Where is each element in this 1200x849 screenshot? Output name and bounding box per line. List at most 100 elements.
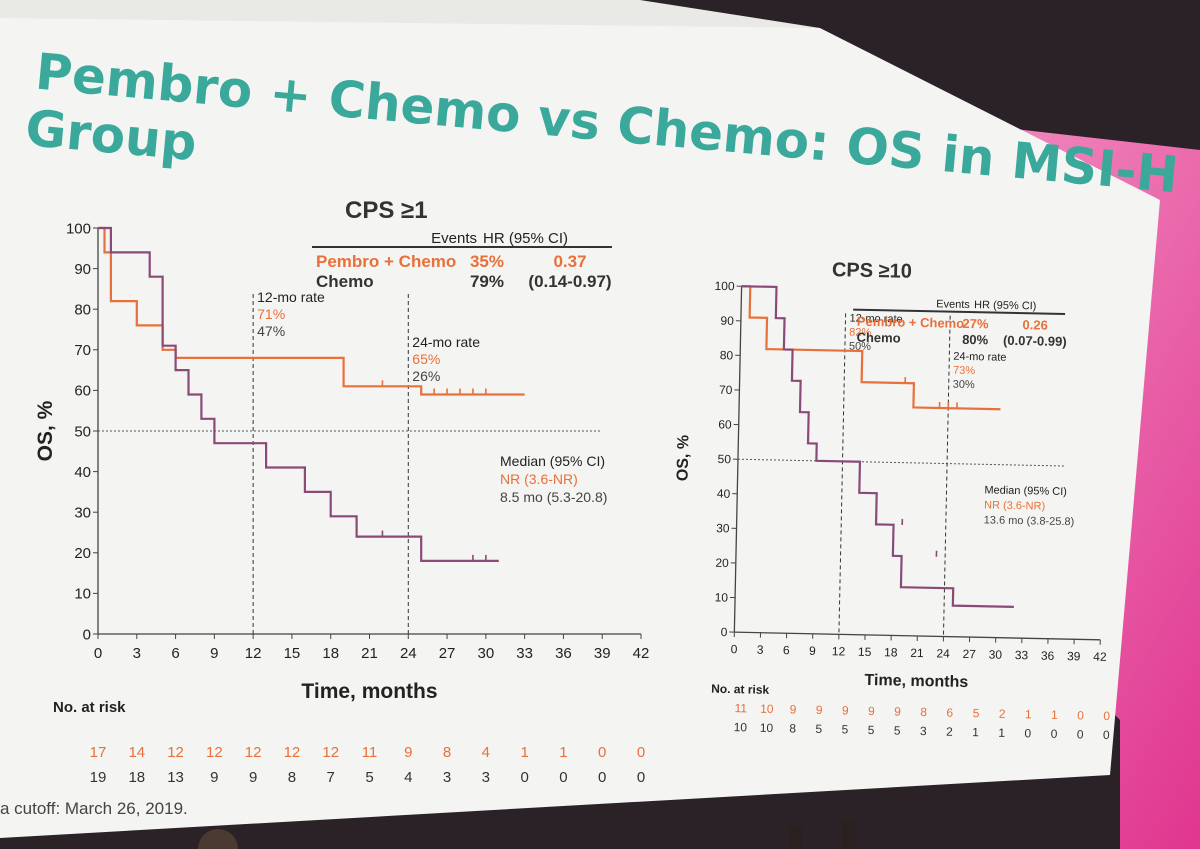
at-risk-chemo-count: 9	[249, 769, 257, 786]
median-pembro-value: NR (3.6-NR)	[500, 471, 578, 487]
at-risk-chemo-count: 3	[443, 769, 451, 786]
at-risk-chemo-count: 9	[210, 769, 218, 786]
at-risk-pembro-count: 12	[167, 744, 184, 761]
x-tick-label: 30	[989, 647, 1003, 661]
at-risk-chemo-count: 0	[1103, 728, 1110, 742]
legend-header-hr: HR (95% CI)	[483, 230, 568, 247]
audience-silhouette	[842, 822, 856, 849]
x-axis-label: Time, months	[864, 672, 968, 691]
slide-screen	[0, 0, 1160, 838]
rate-reference-line	[942, 315, 951, 637]
x-tick-label: 21	[910, 646, 924, 660]
x-tick-label: 42	[1093, 650, 1107, 664]
x-tick-label: 6	[783, 643, 790, 657]
y-tick-label: 80	[74, 301, 91, 318]
at-risk-chemo-count: 5	[868, 723, 875, 737]
at-risk-chemo-count: 3	[920, 724, 927, 738]
at-risk-pembro-count: 9	[404, 744, 412, 761]
x-tick-label: 15	[284, 645, 301, 662]
rate-chemo-value: 30%	[953, 379, 975, 391]
at-risk-chemo-count: 4	[404, 769, 412, 786]
at-risk-pembro-count: 9	[842, 703, 849, 717]
at-risk-chemo-count: 0	[1024, 726, 1031, 740]
y-tick-label: 10	[74, 586, 91, 603]
x-tick-label: 33	[516, 645, 533, 662]
x-tick-label: 39	[594, 645, 611, 662]
y-tick-label: 60	[718, 417, 732, 431]
y-tick-label: 60	[74, 383, 91, 400]
x-tick-label: 15	[858, 645, 872, 659]
legend-entry-name: Pembro + Chemo	[316, 252, 456, 271]
at-risk-chemo-count: 8	[288, 769, 296, 786]
audience-head	[198, 829, 238, 849]
y-tick-label: 0	[721, 625, 728, 639]
chart-title: CPS ≥1	[345, 197, 428, 224]
x-tick-label: 21	[361, 645, 378, 662]
at-risk-chemo-count: 10	[734, 720, 748, 734]
rate-pembro-value: 65%	[412, 351, 440, 367]
at-risk-chemo-count: 7	[327, 769, 335, 786]
x-tick-label: 0	[94, 645, 102, 662]
at-risk-pembro-count: 0	[598, 744, 606, 761]
series-line-chemo	[98, 226, 499, 562]
x-tick-label: 39	[1067, 649, 1081, 663]
x-tick-label: 24	[400, 645, 417, 662]
x-axis-label: Time, months	[301, 680, 437, 703]
at-risk-chemo-count: 5	[841, 722, 848, 736]
at-risk-pembro-count: 0	[1103, 709, 1110, 723]
at-risk-pembro-count: 9	[894, 705, 901, 719]
x-tick-label: 36	[555, 645, 572, 662]
rate-label: 12-mo rate	[257, 289, 325, 305]
at-risk-chemo-count: 1	[972, 725, 979, 739]
audience-silhouette	[790, 826, 802, 849]
median-label: Median (95% CI)	[500, 453, 605, 469]
at-risk-pembro-count: 9	[790, 702, 797, 716]
legend-entry-name: Pembro + Chemo	[857, 314, 965, 331]
x-tick-label: 9	[210, 645, 218, 662]
at-risk-chemo-count: 10	[760, 721, 774, 735]
legend-entry-hr: (0.14-0.97)	[528, 272, 611, 291]
legend-entry-events: 35%	[470, 252, 504, 271]
at-risk-chemo-count: 0	[559, 769, 567, 786]
legend-entry-hr: 0.26	[1022, 317, 1048, 333]
y-tick-label: 0	[83, 626, 91, 643]
x-tick-label: 24	[936, 646, 950, 660]
y-tick-label: 30	[74, 504, 91, 521]
at-risk-pembro-count: 1	[1025, 707, 1032, 721]
at-risk-chemo-count: 2	[946, 725, 953, 739]
median-label: Median (95% CI)	[984, 484, 1067, 498]
x-tick-label: 12	[832, 644, 846, 658]
at-risk-pembro-count: 12	[245, 744, 262, 761]
legend-entry-name: Chemo	[316, 272, 374, 291]
y-tick-label: 40	[74, 464, 91, 481]
at-risk-pembro-count: 1	[559, 744, 567, 761]
slide-top-shade	[0, 0, 820, 28]
y-tick-label: 70	[719, 383, 733, 397]
y-axis-label: OS, %	[675, 435, 693, 482]
legend-entry-name: Chemo	[856, 330, 900, 346]
y-tick-label: 80	[720, 348, 734, 362]
at-risk-pembro-count: 12	[322, 744, 339, 761]
at-risk-chemo-count: 0	[1077, 727, 1084, 741]
legend-entry-hr: 0.37	[553, 252, 586, 271]
at-risk-pembro-count: 11	[734, 701, 747, 715]
x-tick-label: 33	[1015, 648, 1029, 662]
at-risk-pembro-count: 8	[443, 744, 451, 761]
y-tick-label: 70	[74, 342, 91, 359]
at-risk-pembro-count: 9	[868, 704, 875, 718]
at-risk-pembro-count: 1	[520, 744, 528, 761]
at-risk-label: No. at risk	[711, 682, 770, 697]
at-risk-chemo-count: 5	[365, 769, 373, 786]
x-tick-label: 6	[171, 645, 179, 662]
legend-entry-events: 27%	[962, 316, 989, 332]
at-risk-pembro-count: 14	[128, 744, 145, 761]
y-axis-label: OS, %	[34, 400, 57, 461]
x-tick-label: 36	[1041, 649, 1055, 663]
rate-chemo-value: 26%	[412, 368, 440, 384]
at-risk-pembro-count: 10	[760, 702, 774, 716]
y-tick-label: 20	[715, 556, 729, 570]
at-risk-pembro-count: 11	[362, 744, 378, 761]
